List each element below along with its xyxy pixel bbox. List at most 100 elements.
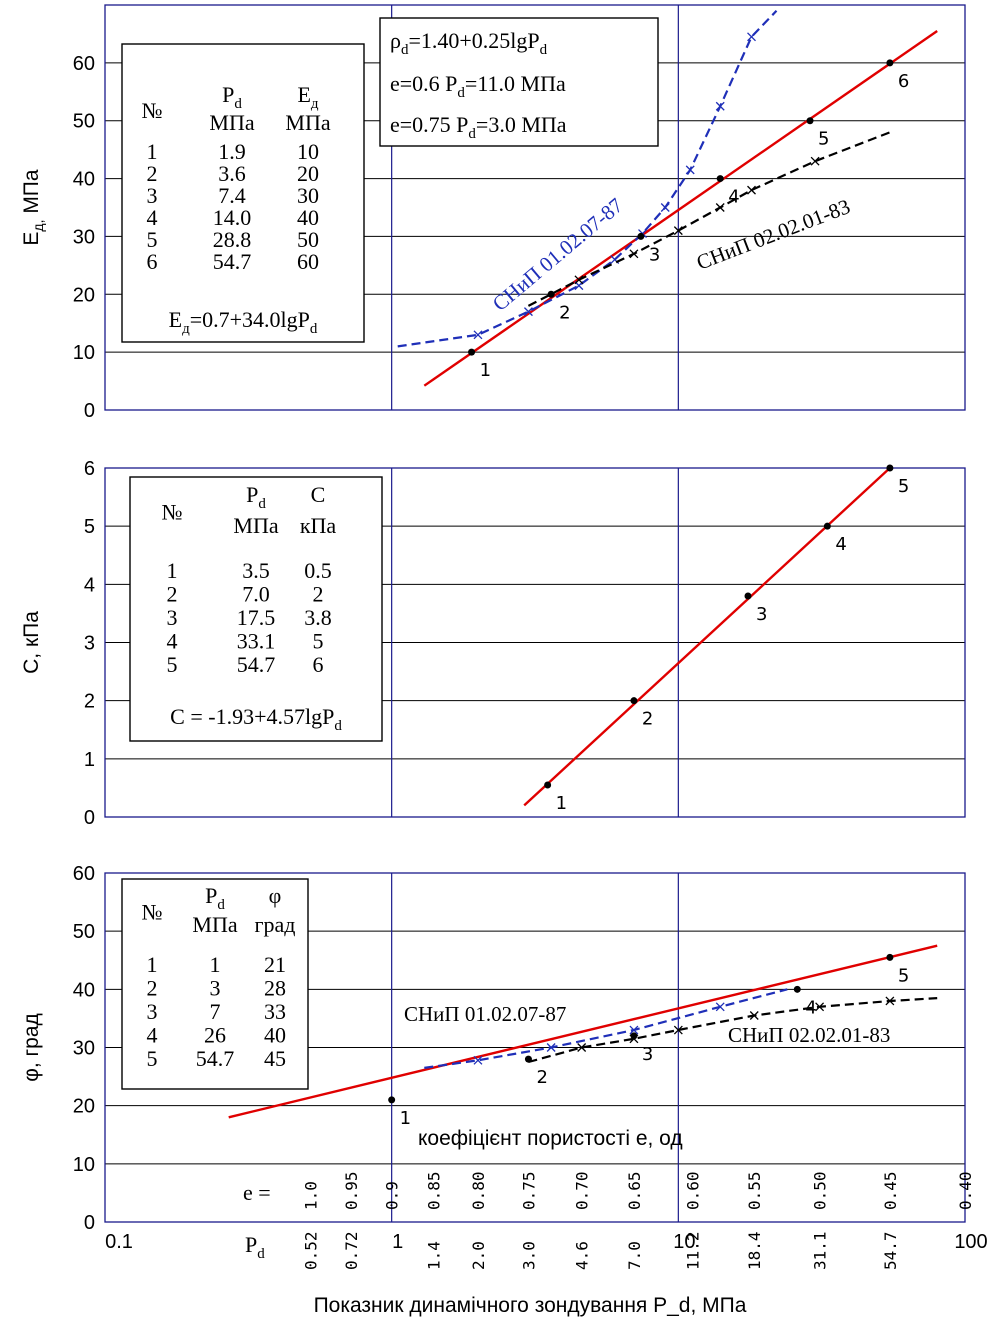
norm-curve-blue — [424, 988, 788, 1069]
table-cell: 21 — [264, 952, 286, 977]
pd-scale-value: 0.52 — [301, 1231, 320, 1270]
pd-scale-value: 2.0 — [469, 1241, 488, 1270]
point-label: 1 — [556, 793, 567, 814]
curve-marker — [673, 1025, 683, 1035]
e-scale-value: 0.85 — [425, 1171, 444, 1210]
porosity-title: коефіцієнт пористості е, од — [418, 1127, 683, 1150]
e-scale-label: e = — [243, 1180, 271, 1205]
data-point — [388, 1096, 396, 1104]
y-tick-label: 1 — [84, 749, 95, 771]
data-point — [524, 1055, 532, 1063]
y-axis-label: C, кПа — [20, 611, 43, 674]
curve-marker — [660, 203, 670, 212]
y-tick-label: 0 — [84, 400, 95, 422]
y-tick-label: 10 — [73, 342, 95, 364]
norm-curve-blue — [397, 10, 778, 348]
table-header: Pd​ — [246, 482, 266, 512]
table-cell: 3.8 — [304, 605, 332, 630]
curve-label-black: СНиП 02.02.01-83 — [693, 194, 853, 275]
e-scale-value: 0.55 — [745, 1171, 764, 1210]
annotation-density: ρd​=1.40+0.25lgPd​ — [390, 28, 548, 58]
table-header: Pd​ — [222, 82, 242, 112]
plot-frame — [104, 872, 966, 1223]
regression-equation: Eд​=0.7+34.0lgPd​ — [169, 307, 318, 337]
table-cell: 5 — [147, 1046, 158, 1071]
e-scale-value: 0.75 — [519, 1171, 538, 1210]
curve-marker — [885, 996, 895, 1006]
regression-equation: C = -1.93+4.57lgPd​ — [170, 704, 342, 734]
e-scale-value: 0.50 — [811, 1171, 830, 1210]
x-axis-label: Показник динамічного зондування P_d, МПа — [314, 1294, 747, 1317]
y-tick-label: 20 — [73, 284, 95, 306]
y-tick-label: 20 — [73, 1096, 95, 1118]
table-cell: 33 — [264, 999, 286, 1024]
data-point — [468, 348, 476, 356]
data-point — [716, 175, 724, 183]
table-cell: 7 — [210, 999, 221, 1024]
pd-scale-value: 7.0 — [625, 1241, 644, 1270]
table-cell: 17.5 — [237, 605, 276, 630]
table-header-no: № — [142, 98, 163, 123]
point-label: 3 — [756, 604, 767, 625]
table-cell: 14.0 — [213, 205, 252, 230]
e-scale-value: 0.80 — [469, 1171, 488, 1210]
e-scale-value: 0.40 — [956, 1171, 975, 1210]
table-cell: 4 — [147, 1023, 158, 1048]
table-cell: 5 — [147, 227, 158, 252]
data-point — [886, 953, 894, 961]
e-scale-value: 0.65 — [625, 1171, 644, 1210]
table-cell: 7.0 — [242, 582, 270, 607]
table-cell: 60 — [297, 249, 319, 274]
curve-marker — [673, 226, 683, 236]
data-point — [793, 985, 801, 993]
plot-frame — [104, 4, 966, 411]
pd-scale-label: Pd​ — [245, 1232, 265, 1262]
data-point — [630, 1032, 638, 1040]
curve-label-blue: СНиП 01.02.07-87 — [404, 1002, 566, 1026]
table-cell: 1 — [147, 139, 158, 164]
table-header: φ — [269, 883, 282, 908]
e-scale-value: 0.70 — [573, 1171, 592, 1210]
curve-marker — [629, 249, 639, 259]
curve-marker — [749, 1011, 759, 1020]
regression-line — [523, 467, 891, 807]
table-cell: 50 — [297, 227, 319, 252]
y-tick-label: 40 — [73, 169, 95, 191]
table-header: C — [311, 482, 326, 507]
table-cell: 3 — [167, 605, 178, 630]
table-cell: 3.5 — [242, 558, 270, 583]
pd-scale-value: 3.0 — [519, 1241, 538, 1270]
y-tick-label: 30 — [73, 226, 95, 248]
table-cell: 0.5 — [304, 558, 332, 583]
x-tick-label: 100 — [954, 1231, 987, 1253]
table-cell: 7.4 — [218, 183, 246, 208]
curve-marker — [715, 203, 725, 212]
y-tick-label: 50 — [73, 921, 95, 943]
curve-marker — [546, 1043, 556, 1052]
curve-marker — [574, 275, 584, 285]
point-label: 1 — [400, 1108, 411, 1129]
norm-curve-black — [528, 997, 938, 1064]
table-cell: 5 — [313, 629, 324, 654]
table-cell: 2 — [167, 582, 178, 607]
table-cell: 6 — [147, 249, 158, 274]
curve-marker — [815, 1002, 825, 1012]
curve-marker — [715, 101, 725, 111]
curve-marker — [577, 1043, 587, 1052]
data-table-box — [121, 878, 309, 1090]
table-cell: 3.6 — [218, 161, 246, 186]
table-cell: 10 — [297, 139, 319, 164]
point-label: 3 — [649, 244, 660, 265]
data-point — [630, 697, 638, 705]
curve-marker — [523, 307, 533, 317]
table-cell: 3 — [147, 183, 158, 208]
curve-marker — [629, 1025, 639, 1035]
table-cell: 2 — [147, 161, 158, 186]
y-tick-label: 2 — [84, 691, 95, 713]
table-cell: 28 — [264, 976, 286, 1001]
table-header-unit: град — [255, 912, 296, 937]
table-cell: 1 — [210, 952, 221, 977]
table-cell: 54.7 — [196, 1046, 235, 1071]
